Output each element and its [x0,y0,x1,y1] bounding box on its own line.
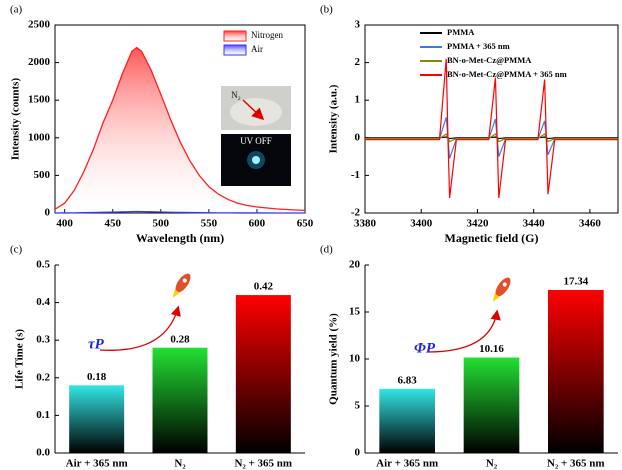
x-tick-label: 600 [249,218,266,230]
bar [69,385,125,453]
bar [463,357,520,453]
y-axis-label: Life Time (s) [14,329,26,389]
legend-label: PMMA [447,27,475,37]
panel-label: (d) [320,244,333,256]
y-tick-label: 1000 [28,131,51,143]
y-tick-label: 0.5 [36,259,50,271]
annotation: N₂ [231,90,241,100]
x-tick-label: 3460 [579,218,602,230]
y-tick-label: 2 [355,56,361,68]
rocket [492,277,511,302]
panel-label: (a) [10,4,23,16]
annotation: τP [88,336,105,352]
y-tick-label: -2 [351,207,361,219]
y-tick-label: 0.1 [36,409,50,421]
legend-swatch [223,44,247,56]
series-line [54,210,305,214]
arrow [99,305,181,351]
legend-label: BN-o-Met-Cz@PMMA + 365 nm [447,69,567,79]
panel-label: (b) [320,4,333,16]
value-label: 6.83 [398,374,418,386]
glow-core [252,156,260,164]
arrow [427,309,501,353]
inset-arrow [242,99,265,121]
x-tick-label: 650 [297,218,314,230]
x-axis-label: Wavelength (nm) [136,231,224,245]
area-fill [55,47,305,214]
x-tick-label: N₂ + 365 nm [235,458,293,470]
y-axis-label: Intensity (counts) [10,78,22,161]
x-tick-label: 3420 [466,218,489,230]
legend-label: BN-o-Met-Cz@PMMA [447,55,532,65]
y-tick-label: 0 [45,207,51,219]
x-tick-label: N₂ + 365 nm [547,458,605,470]
value-label: 17.34 [563,276,588,288]
x-tick-label: 3380 [354,218,377,230]
series-line [54,46,306,212]
x-tick-label: N₂ [486,458,498,470]
value-label: 10.16 [479,343,504,355]
y-tick-label: 0.0 [36,447,50,459]
value-label: 0.42 [254,281,274,293]
bar [235,295,291,453]
value-label: 0.28 [170,333,190,345]
y-tick-label: 0.4 [36,296,50,308]
legend-swatch [223,30,247,42]
x-tick-label: 550 [201,218,218,230]
panel-label: (c) [10,244,23,256]
x-tick-label: Air + 365 nm [376,458,438,470]
y-tick-label: 2500 [28,19,51,31]
y-axis-label: Intensity (a.u.) [328,84,340,153]
y-tick-label: 2000 [28,56,51,68]
y-tick-label: 0.3 [36,334,50,346]
value-label: 0.18 [87,371,107,383]
y-tick-label: 20 [349,259,361,271]
annotation: UV OFF [240,136,272,146]
bar [379,388,435,453]
x-tick-label: 3440 [523,218,546,230]
y-tick-label: 10 [349,353,361,365]
x-tick-label: 450 [104,218,121,230]
x-tick-label: 400 [56,218,73,230]
y-tick-label: 15 [349,306,361,318]
x-tick-label: 3400 [410,218,433,230]
legend-label: Air [251,44,263,54]
y-tick-label: -1 [351,169,360,181]
legend-label: Nitrogen [251,30,283,40]
y-tick-label: 0 [355,131,361,143]
y-tick-label: 1 [355,94,361,106]
y-tick-label: 5 [355,400,361,412]
y-tick-label: 0.2 [36,371,50,383]
y-tick-label: 0 [355,447,361,459]
rocket [172,273,191,298]
x-axis-label: Magnetic field (G) [445,231,539,245]
x-tick-label: N₂ [174,458,186,470]
x-tick-label: Air + 365 nm [66,458,128,470]
x-tick-label: 500 [153,218,170,230]
y-tick-label: 500 [34,169,51,181]
annotation: ΦP [414,340,436,356]
legend-label: PMMA + 365 nm [447,41,510,51]
series-line [365,58,618,199]
y-axis-label: Quantum yield (%) [328,313,340,405]
y-tick-label: 1500 [28,94,51,106]
y-tick-label: 3 [355,19,361,31]
bar [548,290,604,453]
plot-frame [364,24,619,214]
bar [152,347,208,453]
